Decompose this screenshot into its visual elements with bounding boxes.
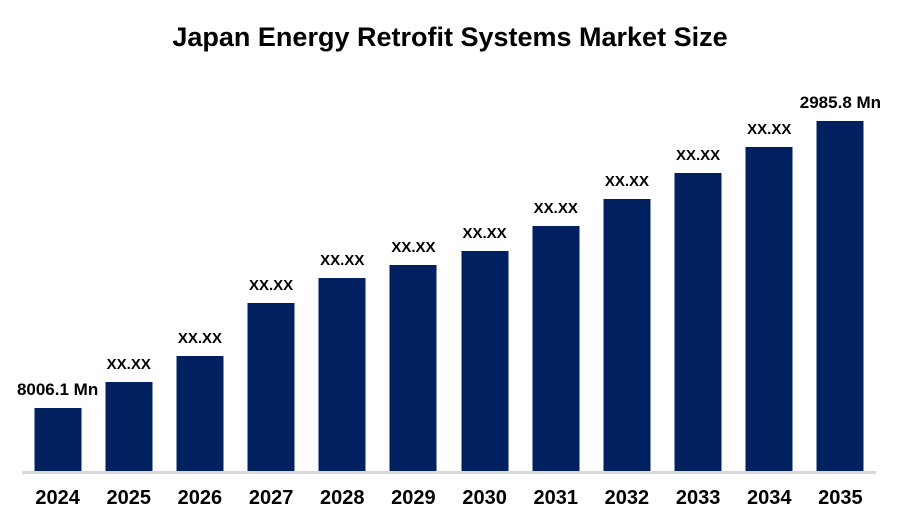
bar-value-label-2033: XX.XX <box>675 147 721 164</box>
bar-value-label-2025: XX.XX <box>106 356 151 373</box>
bar-value-label-2035: 2985.8 Mn <box>799 93 882 112</box>
x-axis-label-2030: 2030 <box>462 487 507 509</box>
bar-value-label-2024: 8006.1 Mn <box>16 380 99 399</box>
bar-value-label-2029: XX.XX <box>391 239 436 256</box>
bar-value-label-2026: XX.XX <box>177 330 222 347</box>
x-axis-line <box>22 471 876 474</box>
x-axis-label-2024: 2024 <box>35 487 80 509</box>
bar-2031 <box>532 226 580 471</box>
x-axis-label-2033: 2033 <box>675 487 721 509</box>
x-axis-label-2034: 2034 <box>746 487 792 509</box>
bar-value-label-2027: XX.XX <box>248 277 294 294</box>
bar-value-label-2032: XX.XX <box>604 173 649 190</box>
x-axis-label-2026: 2026 <box>177 487 223 509</box>
bar-2029 <box>389 265 437 471</box>
chart-title: Japan Energy Retrofit Systems Market Siz… <box>172 22 728 52</box>
bar-value-label-2030: XX.XX <box>462 225 507 242</box>
bar-value-label-2034: XX.XX <box>747 121 792 138</box>
bar-value-label-2028: XX.XX <box>320 252 365 269</box>
bar-2025 <box>105 382 153 471</box>
x-axis-label-2032: 2032 <box>604 487 650 509</box>
x-axis-label-2028: 2028 <box>319 487 365 509</box>
x-axis-label-2027: 2027 <box>248 487 294 509</box>
bar-2027 <box>247 303 295 471</box>
bar-2032 <box>603 199 651 471</box>
bar-2033 <box>674 173 722 471</box>
x-axis-label-2035: 2035 <box>818 487 863 509</box>
bar-2030 <box>461 251 509 471</box>
bar-value-label-2031: XX.XX <box>533 200 578 217</box>
bar-2026 <box>176 356 224 471</box>
x-axis-label-2025: 2025 <box>106 487 151 509</box>
bar-2024 <box>34 408 82 471</box>
bar-2035 <box>816 121 864 471</box>
x-axis-label-2029: 2029 <box>391 487 436 509</box>
x-axis-label-2031: 2031 <box>533 487 578 509</box>
bar-2028 <box>318 278 366 471</box>
bar-2034 <box>745 147 793 471</box>
